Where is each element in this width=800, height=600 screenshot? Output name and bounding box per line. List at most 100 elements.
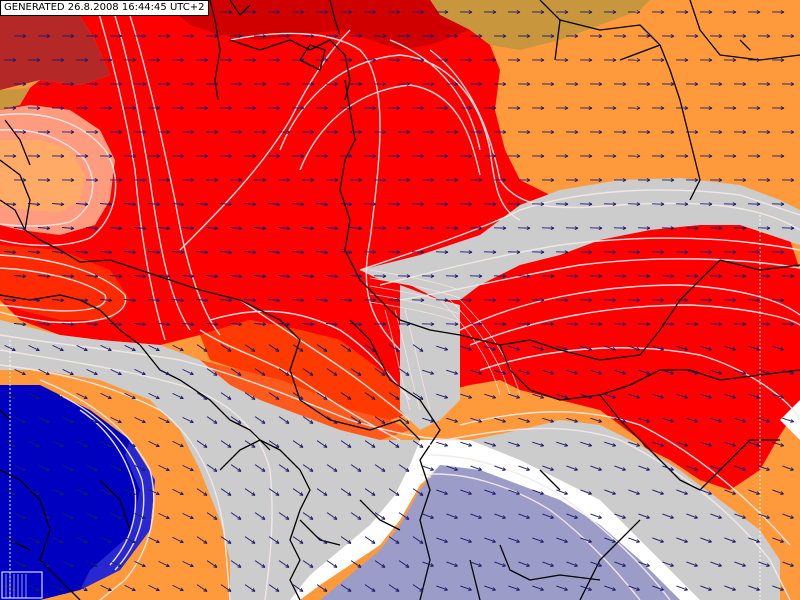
wind-vector bbox=[398, 464, 410, 472]
wind-vector-head bbox=[660, 10, 665, 15]
wind-vector-head bbox=[526, 226, 531, 231]
wind-vector bbox=[76, 392, 88, 400]
wind-vector bbox=[566, 369, 578, 375]
wind-vector-head bbox=[708, 443, 713, 447]
wind-vector bbox=[244, 536, 256, 544]
wind-vector bbox=[758, 513, 770, 519]
wind-vector bbox=[676, 345, 688, 351]
wind-vector-head bbox=[22, 274, 27, 279]
wind-vector-head bbox=[430, 130, 435, 135]
wind-vector bbox=[292, 440, 304, 448]
wind-vector-head bbox=[419, 396, 424, 400]
field-white-east-notch bbox=[780, 400, 800, 440]
wind-vector-head bbox=[347, 444, 352, 448]
wind-vector-head bbox=[405, 372, 410, 376]
field-tan-northwest bbox=[0, 88, 30, 110]
wind-vector-head bbox=[11, 395, 16, 400]
wind-vector bbox=[61, 323, 75, 325]
field-red-west-lobe bbox=[0, 245, 130, 320]
wind-vector-head bbox=[261, 516, 266, 520]
wind-vector-head bbox=[22, 178, 27, 183]
wind-vector-head bbox=[83, 443, 88, 448]
wind-vector bbox=[700, 345, 712, 351]
wind-vector-head bbox=[69, 419, 74, 424]
wind-vector-head bbox=[660, 443, 665, 447]
wind-vector bbox=[436, 441, 448, 447]
wind-vector-head bbox=[189, 467, 194, 472]
wind-vector bbox=[37, 323, 51, 325]
wind-vector-head bbox=[564, 395, 569, 399]
wind-vector bbox=[254, 512, 266, 520]
wind-vector bbox=[75, 251, 89, 253]
wind-vector-head bbox=[396, 106, 401, 111]
wind-vector bbox=[254, 368, 266, 376]
wind-vector-head bbox=[84, 298, 89, 303]
wind-vector bbox=[61, 275, 75, 277]
wind-vector bbox=[292, 392, 304, 400]
wind-vector-head bbox=[276, 298, 281, 303]
wind-vector bbox=[676, 489, 688, 495]
wind-vector bbox=[326, 560, 338, 568]
wind-vector bbox=[38, 416, 50, 424]
wind-vector-head bbox=[347, 588, 352, 592]
wind-vector bbox=[123, 203, 137, 205]
wind-vector-head bbox=[156, 250, 161, 255]
wind-vector-head bbox=[189, 563, 194, 568]
wind-vector-head bbox=[646, 274, 651, 279]
wind-vector-head bbox=[406, 274, 411, 279]
wind-vector-head bbox=[286, 130, 291, 135]
wind-vector-head bbox=[179, 491, 184, 496]
wind-vector-head bbox=[275, 444, 280, 448]
wind-vector-head bbox=[46, 274, 51, 279]
wind-vector-head bbox=[502, 178, 507, 183]
wind-vector-head bbox=[299, 588, 304, 592]
wind-vector bbox=[614, 369, 626, 375]
wind-vector bbox=[724, 489, 736, 495]
wind-vector-head bbox=[166, 226, 171, 231]
wind-vector-head bbox=[94, 274, 99, 279]
wind-vector-head bbox=[252, 298, 257, 303]
wind-vector bbox=[14, 560, 26, 568]
wind-vector-head bbox=[684, 202, 689, 207]
wind-vector bbox=[676, 393, 688, 399]
wind-vector-head bbox=[550, 34, 555, 39]
wind-vector-head bbox=[646, 178, 651, 183]
wind-vector-head bbox=[694, 371, 699, 375]
wind-vector-head bbox=[12, 250, 17, 255]
wind-vector-head bbox=[358, 130, 363, 135]
wind-vector-head bbox=[251, 396, 256, 400]
wind-vector-head bbox=[766, 226, 771, 231]
wind-vector-head bbox=[141, 419, 146, 424]
wind-vector-head bbox=[780, 250, 785, 255]
wind-vector bbox=[700, 393, 712, 399]
wind-vector-head bbox=[189, 419, 194, 424]
wind-vector bbox=[542, 369, 554, 375]
wind-vector bbox=[4, 392, 16, 400]
wind-vector-head bbox=[179, 395, 184, 400]
wind-vector-head bbox=[790, 274, 795, 279]
wind-vector bbox=[133, 275, 147, 277]
wind-vector-head bbox=[131, 491, 136, 496]
wind-vector bbox=[604, 537, 616, 543]
wind-vector-head bbox=[156, 154, 161, 159]
wind-vector-head bbox=[502, 515, 506, 519]
wind-vector-head bbox=[93, 371, 98, 376]
wind-vector bbox=[758, 417, 770, 423]
wind-vector bbox=[27, 203, 41, 205]
wind-vector bbox=[388, 584, 400, 592]
wind-vector-head bbox=[540, 347, 545, 351]
wind-vector-head bbox=[142, 82, 147, 87]
wind-vector bbox=[638, 417, 650, 423]
wind-vector-head bbox=[660, 587, 664, 591]
wind-vector bbox=[508, 393, 520, 399]
wind-vector-head bbox=[636, 491, 640, 495]
wind-vector-head bbox=[540, 443, 545, 447]
wind-vector-head bbox=[107, 347, 112, 352]
wind-vector bbox=[28, 584, 40, 592]
wind-vector-head bbox=[323, 540, 328, 544]
wind-vector bbox=[195, 203, 209, 205]
wind-vector bbox=[182, 416, 194, 424]
wind-vector-head bbox=[203, 492, 208, 496]
wind-vector-head bbox=[732, 298, 737, 303]
wind-vector-head bbox=[468, 298, 473, 303]
